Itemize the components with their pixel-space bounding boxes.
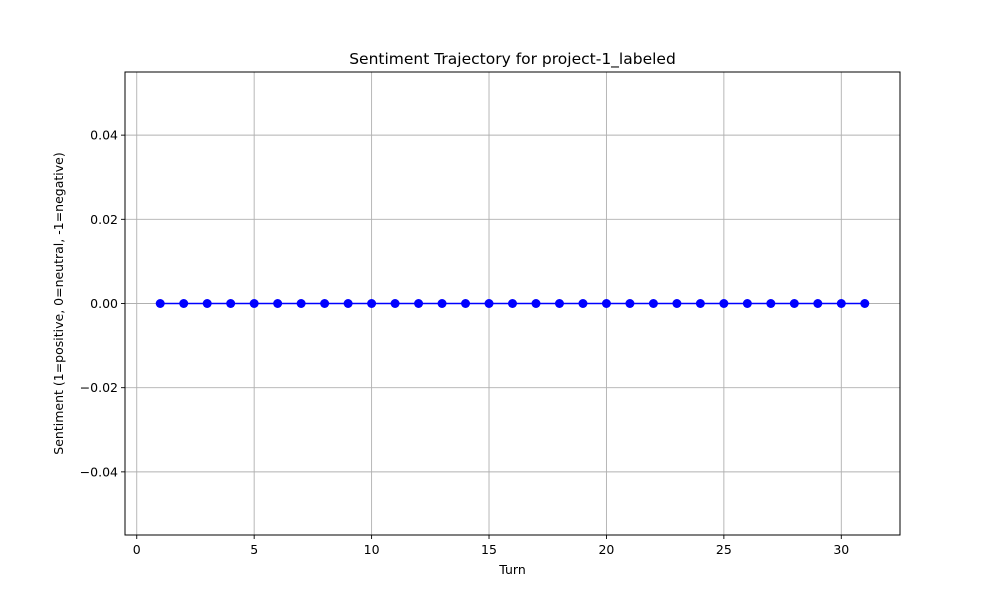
data-point (249, 299, 259, 308)
chart-title: Sentiment Trajectory for project-1_label… (349, 50, 676, 69)
data-point (202, 299, 212, 308)
y-tick-label: 0.02 (90, 212, 118, 227)
data-point (766, 299, 776, 308)
data-point (789, 299, 799, 308)
x-tick-label: 5 (250, 542, 258, 557)
y-tick-label: 0.04 (90, 128, 118, 143)
x-tick-label: 0 (133, 542, 141, 557)
y-axis-label: Sentiment (1=positive, 0=neutral, -1=neg… (51, 152, 66, 454)
x-tick-label: 25 (716, 542, 732, 557)
data-point (648, 299, 658, 308)
data-point (390, 299, 400, 308)
x-tick-label: 15 (481, 542, 497, 557)
data-point (813, 299, 823, 308)
x-tick-label: 10 (364, 542, 380, 557)
data-point (226, 299, 236, 308)
data-point (273, 299, 283, 308)
data-point (695, 299, 705, 308)
data-point (437, 299, 447, 308)
data-point (508, 299, 517, 308)
data-point (625, 299, 635, 308)
data-point (296, 299, 306, 308)
data-point (578, 299, 588, 308)
data-point (155, 299, 165, 308)
data-point (860, 299, 870, 308)
data-point (367, 299, 377, 308)
data-point (320, 299, 330, 308)
series-layer (155, 299, 870, 308)
y-axis-ticks: −0.04 −0.02 0.00 0.02 0.04 (80, 128, 125, 479)
data-point (484, 299, 494, 308)
data-point (554, 299, 564, 308)
x-tick-label: 20 (598, 542, 614, 557)
x-axis-ticks: 0 5 10 15 20 25 30 (133, 535, 849, 557)
data-point (461, 299, 471, 308)
data-point (343, 299, 353, 308)
x-tick-label: 30 (833, 542, 849, 557)
y-tick-label: −0.02 (80, 380, 118, 395)
x-axis-label: Turn (498, 562, 526, 577)
data-point (414, 299, 424, 308)
data-point (719, 299, 729, 308)
data-point (531, 299, 541, 308)
y-tick-label: −0.04 (80, 464, 118, 479)
data-point (179, 299, 189, 308)
data-point (601, 299, 611, 308)
data-point (742, 299, 752, 308)
data-point (836, 299, 846, 308)
y-tick-label: 0.00 (90, 296, 118, 311)
data-point (672, 299, 682, 308)
